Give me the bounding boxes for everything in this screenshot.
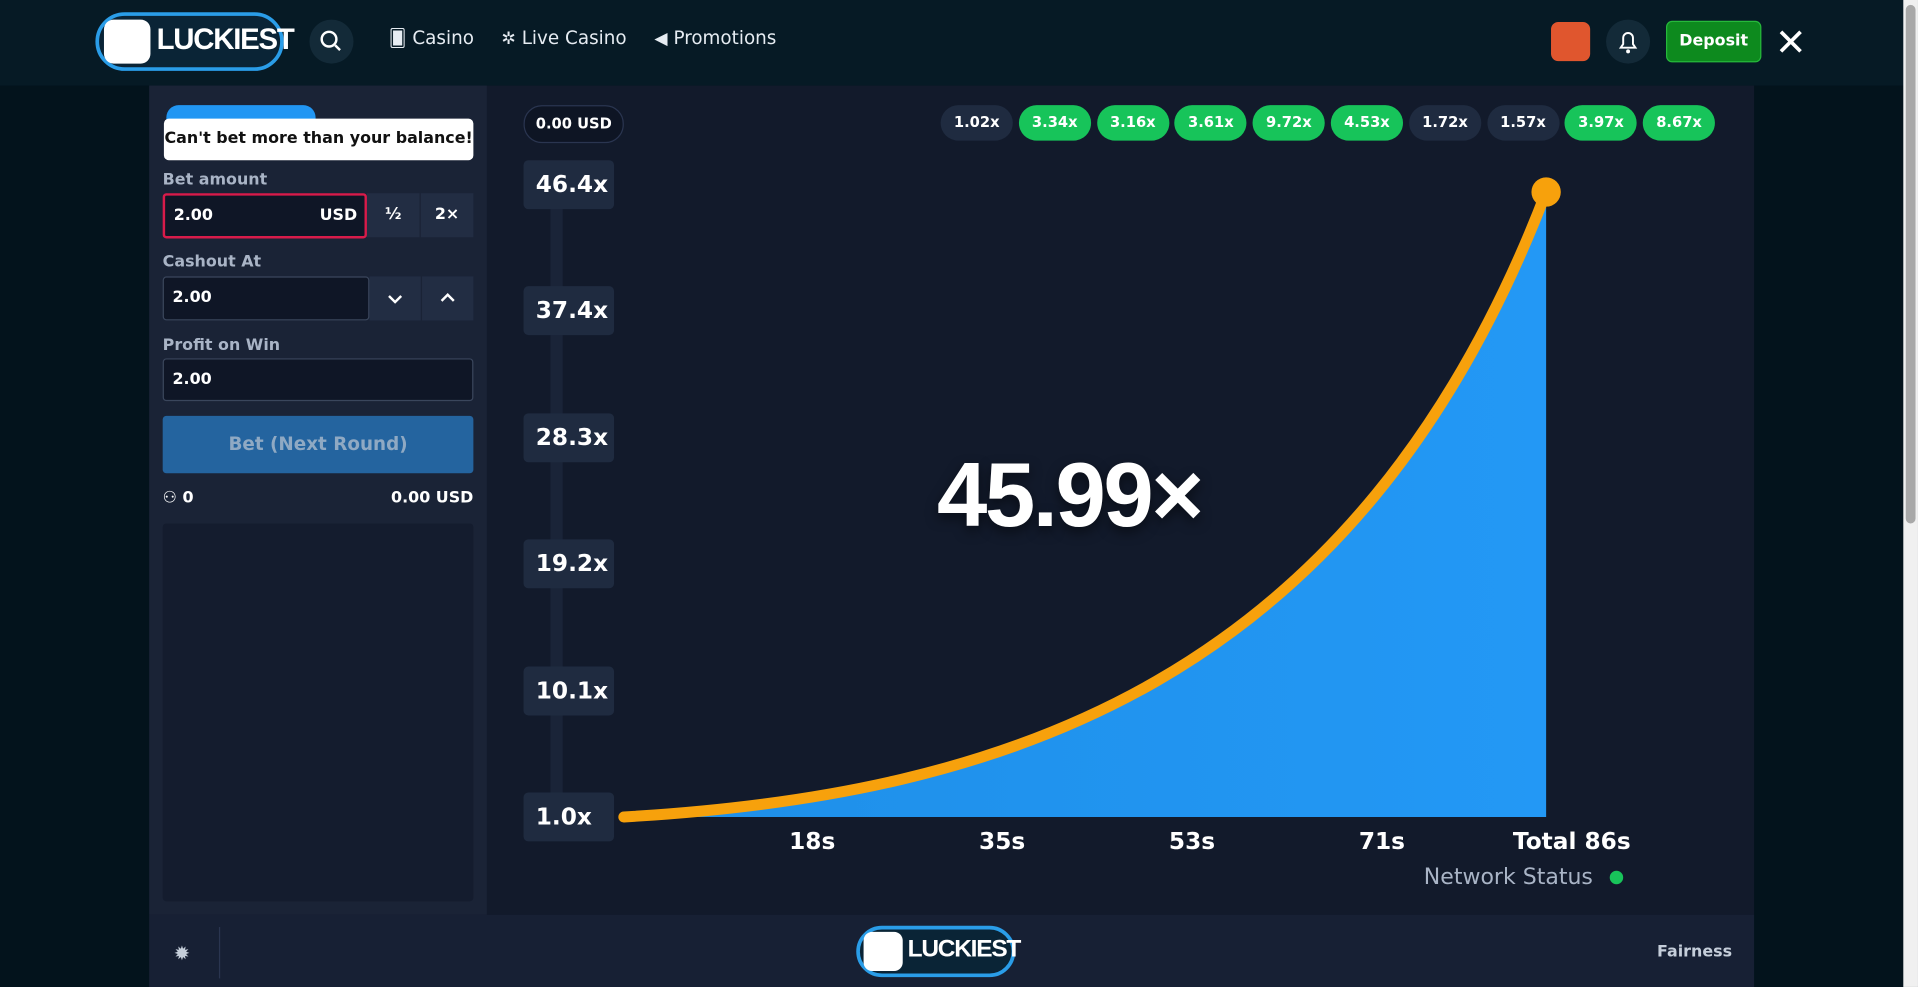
x-tick-label: 53s <box>1168 827 1216 855</box>
history-pill: 9.72x <box>1252 105 1325 141</box>
gift-icon[interactable] <box>1551 22 1591 62</box>
double-button[interactable]: 2× <box>420 193 474 238</box>
curve-head <box>1531 177 1561 207</box>
total-bet: 0.00 USD <box>391 489 474 508</box>
field-label: Bet amount <box>162 171 268 190</box>
settings-button[interactable]: ✹ <box>173 941 191 965</box>
status-label: Network Status <box>1423 864 1593 891</box>
y-tick-label: 1.0x <box>523 792 615 842</box>
decrease-button[interactable] <box>369 276 421 321</box>
half-button[interactable]: ½ <box>366 193 420 238</box>
search-button[interactable] <box>309 19 354 64</box>
history-pill: 1.02x <box>940 105 1013 141</box>
y-tick-label: 37.4x <box>523 286 615 336</box>
players-count: ⚇ 0 <box>162 489 194 508</box>
nav-label: Promotions <box>673 26 777 49</box>
bet-amount-input[interactable]: 2.00 USD <box>162 193 367 239</box>
y-tick-label: 19.2x <box>523 539 615 589</box>
x-tick-label: 71s <box>1358 827 1405 855</box>
x-tick-label: 18s <box>789 827 836 855</box>
fairness-link[interactable]: Fairness <box>1657 942 1733 962</box>
nav-casino[interactable]: 🂠 Casino <box>388 26 474 49</box>
close-button[interactable] <box>1776 27 1805 56</box>
footer: ✹ LUCKIEST Fairness <box>149 914 1755 987</box>
logo[interactable]: LUCKIEST <box>95 12 295 71</box>
cashout-input[interactable]: 2.00 <box>162 276 370 321</box>
footer-logo: LUCKIEST <box>856 925 1021 978</box>
input-value: 2.00 <box>173 206 213 226</box>
x-tick-label: 35s <box>979 827 1026 855</box>
history-pill: 3.97x <box>1564 105 1638 141</box>
bets-list <box>162 523 474 902</box>
current-multiplier: 45.99× <box>936 443 1204 546</box>
bet-button[interactable]: Bet (Next Round) <box>162 415 474 474</box>
scrollbar[interactable] <box>1903 0 1918 987</box>
network-status: Network Status <box>1423 864 1624 891</box>
history-pill: 4.53x <box>1330 105 1404 141</box>
balance-pill: 0.00 USD <box>523 105 625 144</box>
y-tick-label: 28.3x <box>523 413 615 463</box>
history-pill: 3.34x <box>1018 105 1091 141</box>
error-tooltip: Can't bet more than your balance! <box>163 118 474 161</box>
history-pill: 8.67x <box>1642 105 1716 141</box>
x-tick-label: Total 86s <box>1512 827 1631 855</box>
nav-promotions[interactable]: ◀ Promotions <box>654 26 777 49</box>
logo-text: LUCKIEST <box>156 23 295 57</box>
currency: USD <box>319 206 358 226</box>
notifications-button[interactable] <box>1606 19 1651 64</box>
increase-button[interactable] <box>422 276 474 321</box>
nav-label: Live Casino <box>521 26 627 49</box>
deposit-button[interactable]: Deposit <box>1665 20 1762 63</box>
nav-label: Casino <box>412 26 474 49</box>
history-pill: 1.72x <box>1408 105 1482 141</box>
profit-input[interactable]: 2.00 <box>162 358 474 402</box>
nav-live-casino[interactable]: ✲ Live Casino <box>501 26 627 49</box>
y-tick-label: 10.1x <box>523 666 615 715</box>
field-label: Cashout At <box>162 253 262 272</box>
count: 0 <box>182 489 194 508</box>
curve-line <box>618 186 1552 823</box>
field-label: Profit on Win <box>162 336 281 355</box>
history-pill: 1.57x <box>1486 105 1560 141</box>
history-pill: 3.61x <box>1174 105 1247 141</box>
y-tick-label: 46.4x <box>523 160 615 210</box>
curve-area <box>623 192 1547 817</box>
history-pill: 3.16x <box>1096 105 1169 141</box>
logo-text: LUCKIEST <box>907 935 1022 963</box>
bet-panel: Can't bet more than your balance! Bet am… <box>149 85 487 915</box>
y-axis-track <box>550 183 563 820</box>
